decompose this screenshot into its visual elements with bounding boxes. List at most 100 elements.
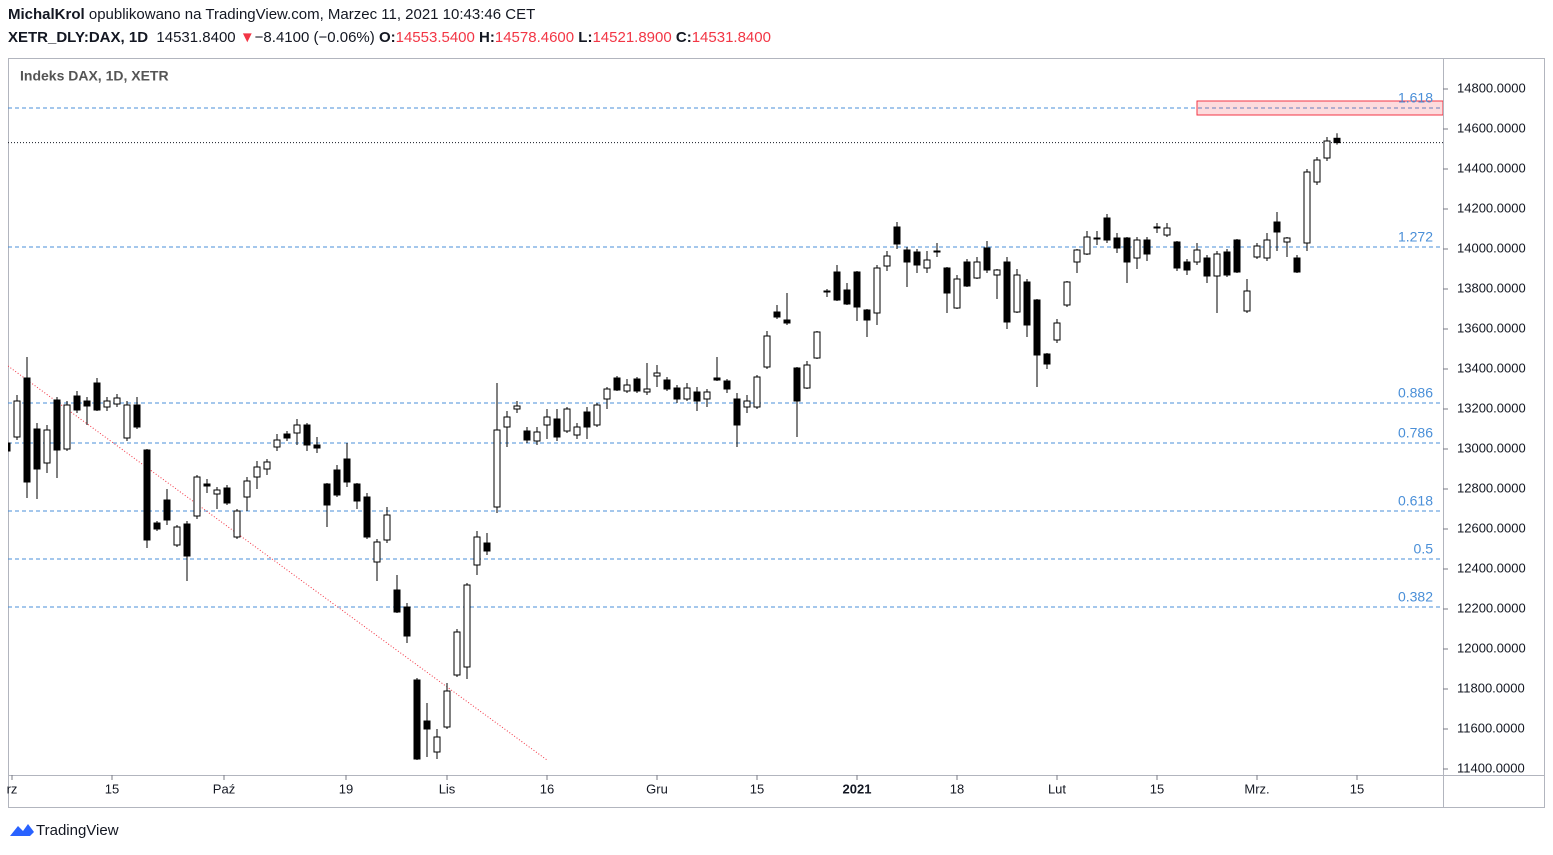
candle-body	[283, 433, 291, 439]
candle-body	[853, 271, 861, 308]
candle-body	[23, 377, 31, 483]
candle-body	[173, 526, 181, 546]
candle-body	[343, 458, 351, 483]
fib-level-label: 0.5	[1414, 541, 1434, 557]
change: −8.4100 (−0.06%)	[254, 29, 375, 46]
candle-body	[913, 251, 921, 266]
candle-body	[93, 382, 101, 411]
candle-body	[163, 499, 171, 521]
x-tick-label: 15	[105, 781, 119, 796]
candle-body	[1293, 257, 1301, 273]
candle-body	[933, 250, 941, 253]
brand: TradingView	[36, 822, 119, 839]
chart-title: Indeks DAX, 1D, XETR	[20, 68, 169, 84]
candle-body	[1023, 281, 1031, 326]
candle-body	[703, 391, 711, 400]
candle-body	[303, 424, 311, 446]
candle-body	[1303, 171, 1311, 244]
x-tick-label: 15	[1150, 781, 1164, 796]
low-label: L:	[578, 29, 593, 46]
candle-body	[883, 255, 891, 267]
candle-body	[1153, 226, 1161, 229]
candle-body	[293, 424, 301, 434]
candle-body	[103, 400, 111, 408]
candle-body	[233, 510, 241, 538]
y-tick-label: 14000.0000	[1457, 240, 1526, 255]
candle-body	[993, 269, 1001, 276]
candle-body	[633, 378, 641, 392]
candle-body	[1233, 239, 1241, 273]
candle-body	[1033, 299, 1041, 356]
candle-body	[1313, 159, 1321, 183]
candle-body	[143, 449, 151, 541]
y-tick-label: 12200.0000	[1457, 600, 1526, 615]
candle-body	[133, 404, 141, 428]
candle-body	[1043, 353, 1051, 365]
y-tick-label: 14600.0000	[1457, 120, 1526, 135]
close-value: 14531.8400	[691, 29, 771, 46]
candle-body	[553, 418, 561, 438]
high-label: H:	[479, 29, 495, 46]
target-zone	[1196, 100, 1443, 116]
candle-body	[983, 247, 991, 271]
candle-body	[33, 428, 41, 470]
candle-body	[533, 431, 541, 442]
candle-body	[503, 416, 511, 428]
open-label: O:	[378, 29, 396, 46]
y-tick-label: 11600.0000	[1457, 720, 1525, 735]
candle-body	[1093, 237, 1101, 240]
candle-body	[333, 469, 341, 496]
candle-body	[1123, 237, 1131, 263]
header-line-2: XETR_DLY:DAX, 1D 14531.8400 ▼−8.4100 (−0…	[8, 29, 771, 46]
candle-body	[843, 289, 851, 305]
candle-body	[593, 404, 601, 426]
y-tick-label: 12400.0000	[1457, 560, 1526, 575]
candle-body	[1163, 227, 1171, 236]
candle-body	[363, 496, 371, 538]
candle-body	[53, 399, 61, 451]
candle-body	[253, 466, 261, 478]
low-value: 14521.8900	[592, 29, 672, 46]
fib-level-label: 0.786	[1398, 425, 1433, 441]
candle-body	[1283, 237, 1291, 243]
candle-body	[683, 387, 691, 400]
candle-body	[1073, 249, 1081, 263]
candle-body	[663, 379, 671, 390]
x-tick-label: 15	[1350, 781, 1364, 796]
x-tick-label: Lis	[439, 781, 456, 796]
candle-body	[753, 376, 761, 408]
candle-body	[463, 584, 471, 668]
y-tick-label: 13400.0000	[1457, 360, 1526, 375]
candle-body	[583, 411, 591, 428]
candle-body	[743, 400, 751, 408]
candle-body	[543, 416, 551, 426]
candle-body	[203, 483, 211, 487]
candle-body	[783, 319, 791, 324]
x-tick-label: 2021	[843, 781, 872, 796]
candle-body	[1113, 237, 1121, 249]
candle-body	[63, 404, 71, 450]
candle-body	[803, 364, 811, 389]
x-tick-label: Lut	[1048, 781, 1066, 796]
candle-body	[693, 391, 701, 402]
x-tick-label: Paź	[213, 781, 235, 796]
candle-body	[443, 690, 451, 728]
y-tick-label: 13800.0000	[1457, 280, 1526, 295]
y-tick-label: 12800.0000	[1457, 480, 1526, 495]
candle-body	[943, 267, 951, 294]
candle-body	[223, 487, 231, 504]
candle-body	[1193, 249, 1201, 263]
candle-body	[183, 523, 191, 557]
candle-body	[473, 536, 481, 566]
candle-body	[483, 542, 491, 552]
x-tick-label: Gru	[646, 781, 668, 796]
candle-body	[563, 408, 571, 432]
y-tick-label: 13600.0000	[1457, 320, 1526, 335]
candle-body	[813, 331, 821, 359]
candle-body	[153, 522, 161, 530]
candle-body	[1253, 245, 1261, 258]
candle-body	[423, 720, 431, 730]
candle-body	[953, 278, 961, 309]
